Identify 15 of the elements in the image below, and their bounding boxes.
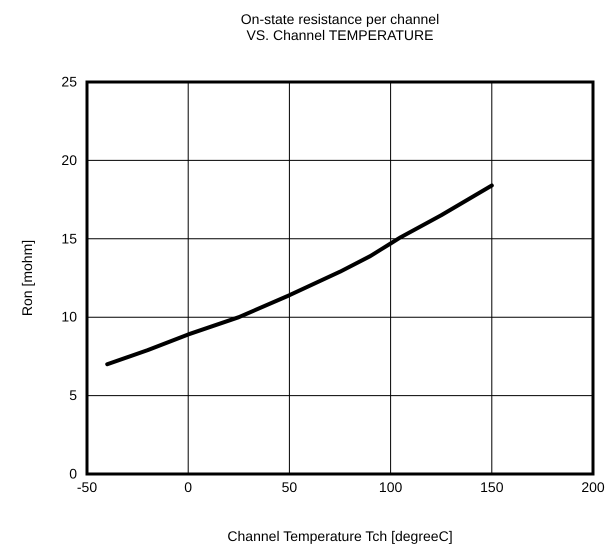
chart-title: On-state resistance per channel VS. Channel TEMPERATURE — [240, 11, 440, 43]
y-axis-title: Ron [mohm] — [19, 240, 35, 316]
y-tick-label: 0 — [69, 465, 78, 482]
y-tick-label: 5 — [69, 387, 78, 404]
x-tick-label: 100 — [378, 478, 402, 495]
x-tick-label: -50 — [76, 478, 98, 495]
x-axis-title: Channel Temperature Tch [degreeC] — [227, 528, 453, 544]
x-tick-label: 50 — [282, 478, 298, 495]
y-tick-label: 20 — [61, 152, 78, 168]
y-tick-label: 10 — [61, 308, 78, 325]
x-tick-label: 150 — [480, 478, 504, 495]
x-tick-label: 200 — [581, 478, 605, 495]
y-tick-label: 15 — [61, 230, 78, 246]
y-tick-label: 25 — [61, 73, 78, 90]
x-tick-label: 0 — [184, 478, 192, 495]
